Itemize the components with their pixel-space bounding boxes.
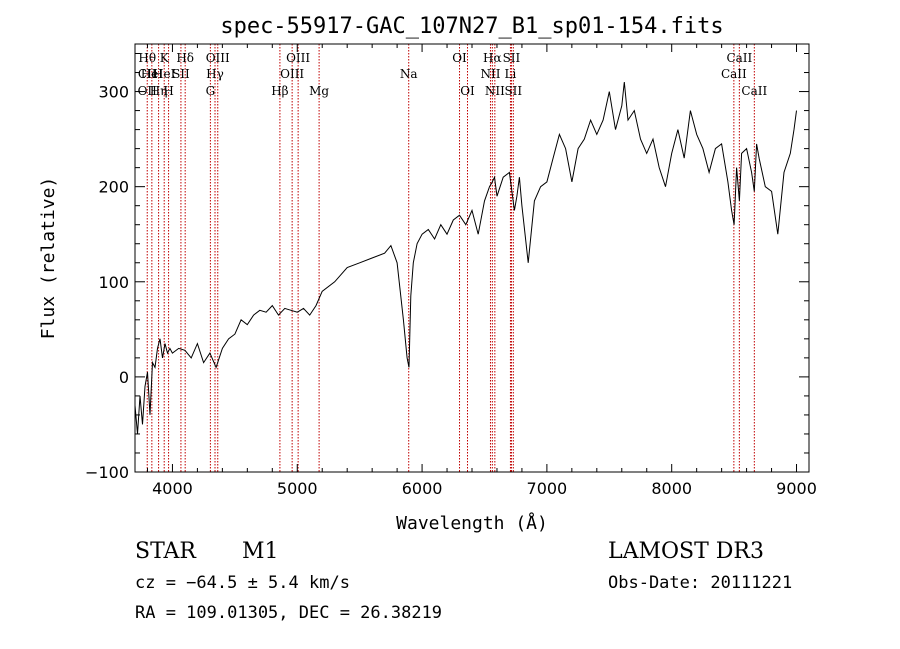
spectral-line-label: CaII [726, 51, 752, 65]
spectrum-chart: spec-55917-GAC_107N27_B1_sp01-154.fits 4… [38, 14, 817, 534]
x-tick-label: 8000 [651, 479, 692, 498]
spectral-line-label: OI [452, 51, 467, 65]
y-tick-label: −100 [85, 463, 129, 482]
spectral-line-label: OI [460, 84, 475, 98]
spectral-line-label: OII [138, 84, 158, 98]
spectral-line-label: Hδ [176, 51, 194, 65]
spectral-line-label: Li [505, 67, 517, 81]
spectral-line-label: Hθ [138, 51, 156, 65]
coordinates: RA = 109.01305, DEC = 26.38219 [135, 603, 443, 623]
y-tick-label: 0 [119, 368, 129, 387]
survey-name: LAMOST DR3 [608, 539, 764, 564]
observation-date: Obs-Date: 20111221 [608, 573, 793, 593]
spectral-line-label: CaII [721, 67, 747, 81]
x-tick-label: 5000 [277, 479, 318, 498]
spectral-line-label: Mg [309, 84, 329, 98]
x-tick-label: 4000 [152, 479, 193, 498]
spectral-line-label: G [206, 84, 216, 98]
spectrum-line [134, 81, 797, 435]
y-tick-label: 300 [98, 83, 129, 102]
spectral-line-label: Hβ [271, 84, 288, 98]
x-tick-label: 9000 [776, 479, 817, 498]
spectral-line-label: H [163, 84, 173, 98]
spectral-line-label: NII [480, 67, 500, 81]
spectral-line-markers [146, 44, 755, 472]
y-tick-label: 100 [98, 273, 129, 292]
spectral-line-label: NII [485, 84, 505, 98]
plot-frame [134, 43, 810, 473]
redshift-velocity: cz = −64.5 ± 5.4 km/s [135, 573, 350, 593]
spectral-line-label: OIII [206, 51, 230, 65]
spectral-line-label: Hα [483, 51, 502, 65]
chart-title: spec-55917-GAC_107N27_B1_sp01-154.fits [220, 14, 723, 39]
y-axis: −100 0 100 200 300 [85, 53, 809, 482]
spectral-line-label: CaII [741, 84, 767, 98]
object-subclass: M1 [242, 539, 279, 564]
spectral-line-label: SII [503, 51, 521, 65]
spectral-line-label: K [160, 51, 170, 65]
x-axis: 4000 5000 6000 7000 8000 9000 [146, 44, 817, 498]
spectral-line-label: Hη [150, 84, 168, 98]
spectral-line-label: HeI [153, 67, 176, 81]
spectral-line-label: Na [400, 67, 418, 81]
spectral-line-label: CII [138, 67, 157, 81]
spectral-line-label: OIII [286, 51, 310, 65]
spectral-line-label: OIII [280, 67, 304, 81]
spectral-line-label: SII [504, 84, 522, 98]
y-tick-label: 200 [98, 178, 129, 197]
x-axis-label: Wavelength (Å) [396, 512, 548, 534]
spectral-line-labels: Hθ CII OII HeI Hη K HeI H SII Hδ G Hγ OIII Hβ OIII OIII… [138, 51, 768, 98]
object-class: STAR [135, 539, 196, 564]
spectral-line-label: SII [172, 67, 190, 81]
spectral-line-label: Hγ [206, 67, 224, 81]
x-tick-label: 6000 [402, 479, 443, 498]
spectral-line-label: HeI [141, 67, 164, 81]
x-tick-label: 7000 [527, 479, 568, 498]
y-axis-label: Flux (relative) [38, 177, 59, 340]
